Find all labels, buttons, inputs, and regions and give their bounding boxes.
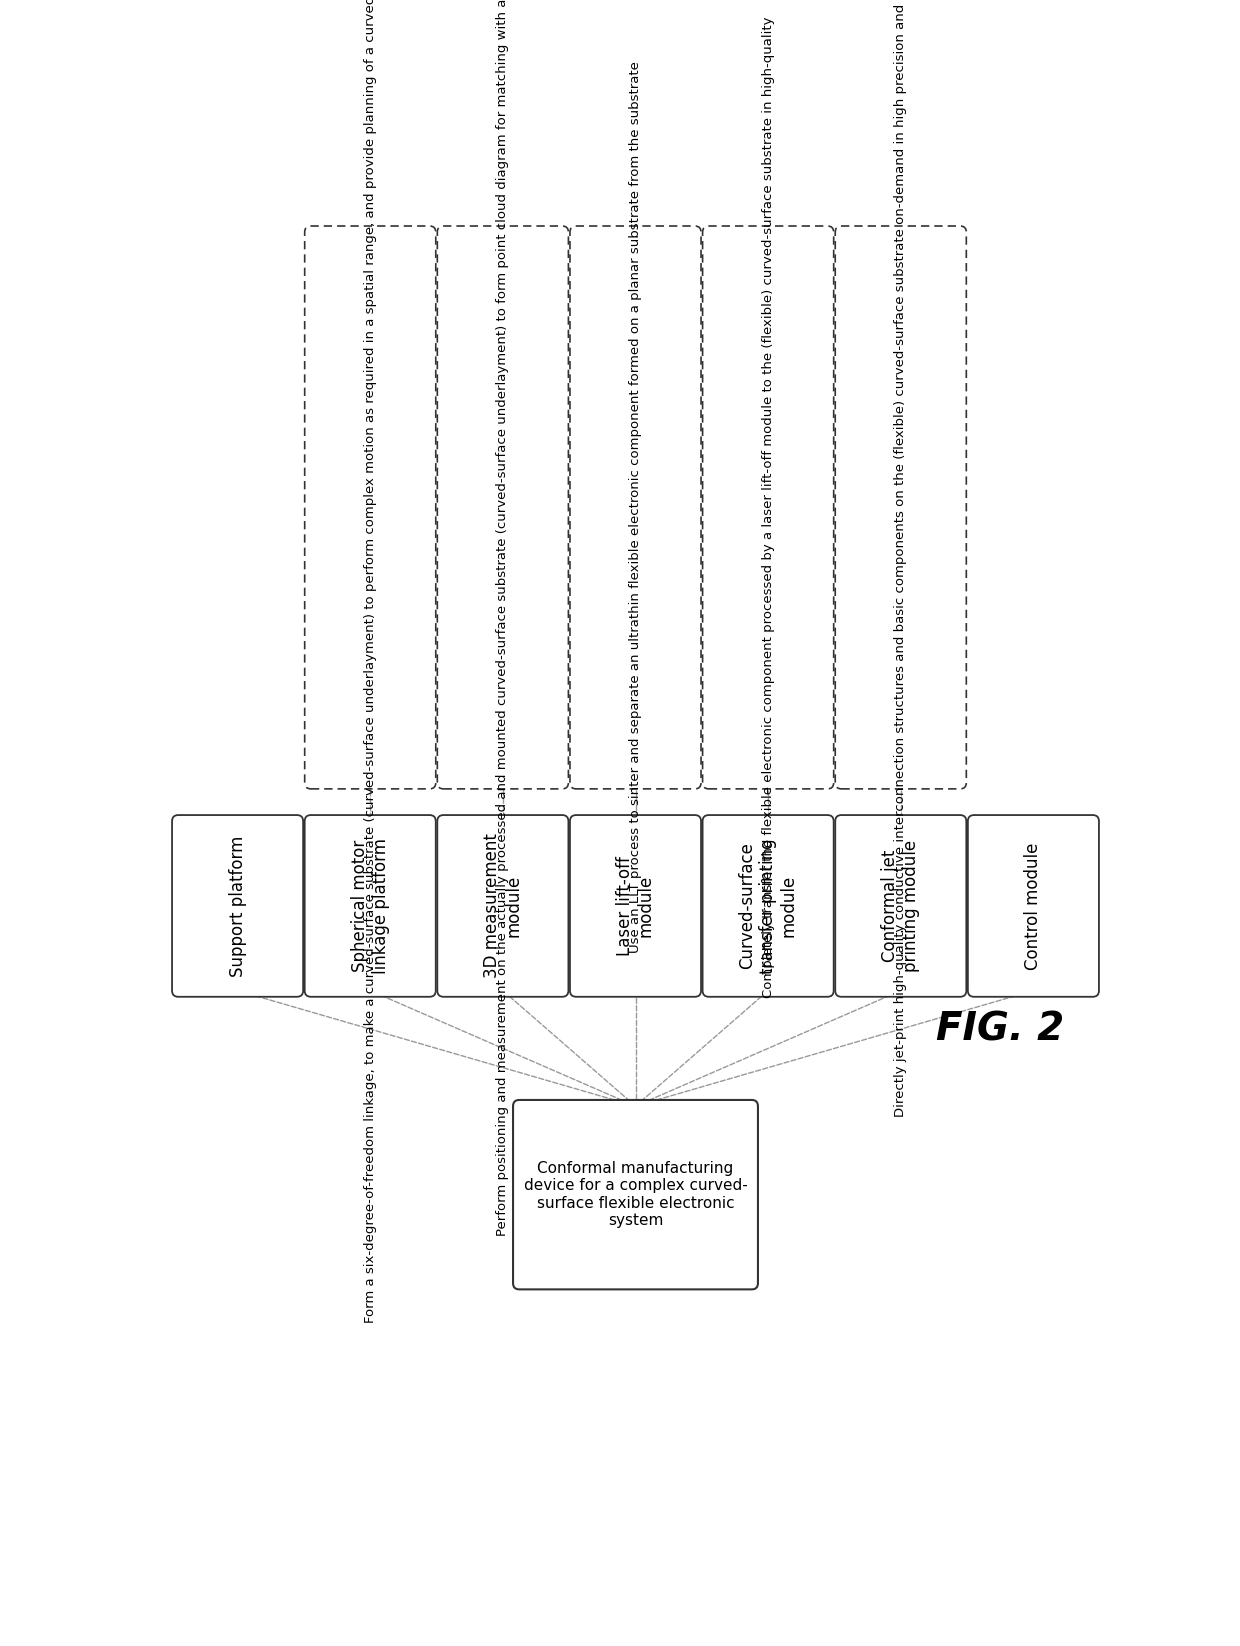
FancyBboxPatch shape xyxy=(570,815,701,997)
Text: Form a six-degree-of-freedom linkage, to make a curved-surface substrate (curved: Form a six-degree-of-freedom linkage, to… xyxy=(363,0,377,1323)
FancyBboxPatch shape xyxy=(438,226,568,788)
FancyBboxPatch shape xyxy=(836,815,966,997)
Text: Control module: Control module xyxy=(1024,843,1043,969)
FancyBboxPatch shape xyxy=(570,226,701,788)
Text: Curved-surface
transfer printing
module: Curved-surface transfer printing module xyxy=(738,838,797,974)
FancyBboxPatch shape xyxy=(305,815,435,997)
Text: Support platform: Support platform xyxy=(228,835,247,976)
Text: Perform positioning and measurement on the actually processed and mounted curved: Perform positioning and measurement on t… xyxy=(496,0,510,1236)
Text: Conformal jet
printing module: Conformal jet printing module xyxy=(882,839,920,973)
FancyBboxPatch shape xyxy=(703,815,833,997)
Text: Spherical motor
linkage platform: Spherical motor linkage platform xyxy=(351,838,389,974)
FancyBboxPatch shape xyxy=(438,815,568,997)
Text: Use an LLT process to sinter and separate an ultrathin flexible electronic compo: Use an LLT process to sinter and separat… xyxy=(629,61,642,953)
FancyBboxPatch shape xyxy=(172,815,303,997)
Text: Conformal manufacturing
device for a complex curved-
surface flexible electronic: Conformal manufacturing device for a com… xyxy=(523,1160,748,1228)
Text: Completely transfer the flexible electronic component processed by a laser lift-: Completely transfer the flexible electro… xyxy=(761,16,775,997)
Text: Directly jet-print high-quality conductive interconnection structures and basic : Directly jet-print high-quality conducti… xyxy=(894,0,908,1118)
FancyBboxPatch shape xyxy=(968,815,1099,997)
Text: 3D measurement
module: 3D measurement module xyxy=(484,833,522,978)
FancyBboxPatch shape xyxy=(513,1100,758,1289)
Text: FIG. 2: FIG. 2 xyxy=(936,1011,1064,1049)
FancyBboxPatch shape xyxy=(305,226,435,788)
FancyBboxPatch shape xyxy=(836,226,966,788)
Text: Laser lift-off
module: Laser lift-off module xyxy=(616,856,655,956)
FancyBboxPatch shape xyxy=(703,226,833,788)
